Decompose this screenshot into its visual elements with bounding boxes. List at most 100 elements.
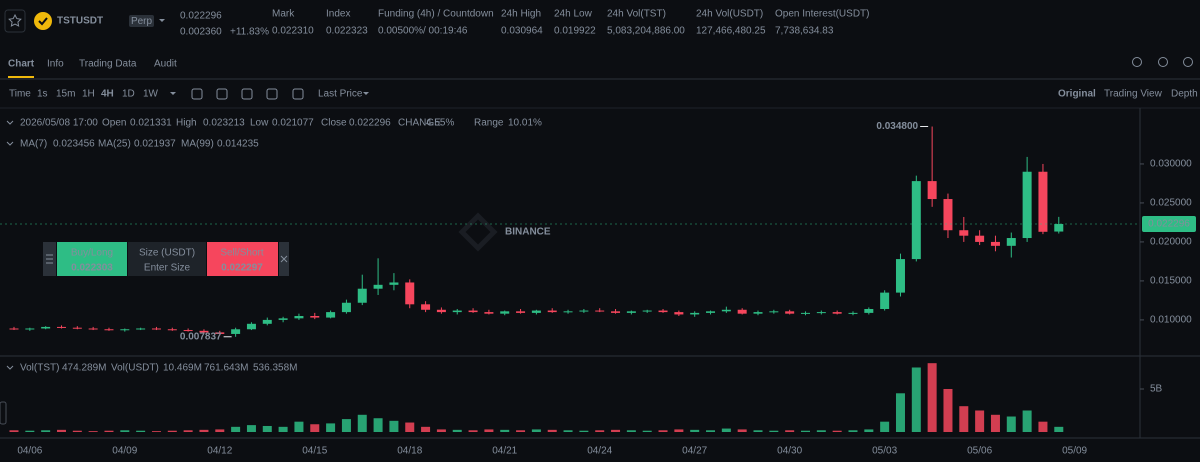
candle-body: [642, 310, 652, 312]
volume-bar: [674, 429, 684, 432]
sell-button[interactable]: [207, 242, 278, 276]
dropdown-caret[interactable]: [363, 92, 369, 95]
view-option[interactable]: Depth: [1171, 89, 1198, 100]
vol-value: 10.469M: [163, 363, 202, 374]
candle-body: [405, 282, 415, 305]
volume-bar: [25, 430, 35, 432]
tool-icon[interactable]: [216, 88, 228, 100]
candle-body: [421, 304, 431, 310]
candle-body: [151, 328, 161, 330]
volume-bar: [436, 429, 446, 432]
tool-icon[interactable]: [292, 88, 304, 100]
tab[interactable]: Trading Data: [79, 59, 137, 70]
volume-bar: [373, 418, 383, 432]
candle-body: [262, 319, 272, 324]
tab[interactable]: Chart: [8, 59, 35, 70]
interval: Time: [9, 89, 31, 100]
size-input[interactable]: [128, 242, 206, 276]
volume-bar: [658, 430, 668, 432]
tool-icon[interactable]: [266, 88, 278, 100]
candle-body: [785, 311, 795, 314]
candle-body: [547, 310, 557, 313]
favorite-star-box[interactable]: [4, 9, 26, 33]
ohlc-value: 0.021331: [130, 118, 172, 129]
x-tick-label: 04/18: [397, 446, 422, 457]
ohlc-label: Close: [321, 118, 347, 129]
x-tick-label: 04/15: [302, 446, 327, 457]
volume-bar: [452, 429, 462, 432]
size-placeholder: Enter Size: [144, 263, 191, 274]
interval[interactable]: 4H: [101, 89, 114, 100]
candle-body: [231, 329, 241, 334]
size-label: Size (USDT): [139, 248, 195, 259]
candle-body: [595, 310, 605, 312]
candle-body: [880, 292, 890, 309]
tab[interactable]: Audit: [154, 59, 177, 70]
volume-bar: [690, 429, 700, 432]
interval[interactable]: 15m: [56, 89, 75, 100]
panel-icon[interactable]: [1183, 57, 1193, 67]
volume-bar: [769, 430, 779, 432]
symbol[interactable]: TSTUSDT: [57, 16, 103, 27]
dropdown-caret[interactable]: [159, 19, 165, 22]
dropdown-caret[interactable]: [170, 92, 176, 95]
candle-body: [690, 312, 700, 315]
volume-bar: [626, 430, 636, 432]
volume-bar: [120, 430, 130, 432]
ma-value: 0.021937: [134, 139, 176, 150]
price-type[interactable]: Last Price: [318, 89, 363, 100]
interval[interactable]: 1s: [37, 89, 48, 100]
volume-bar: [832, 430, 842, 432]
ma-label: MA(7): [20, 139, 47, 150]
candle-body: [516, 311, 526, 313]
y-tick-label: 0.010000: [1150, 315, 1192, 326]
interval[interactable]: 1W: [143, 89, 159, 100]
candle-body: [167, 329, 177, 331]
collapse-chevron[interactable]: [6, 141, 14, 146]
ma-value: 0.023456: [53, 139, 95, 150]
ohlc-label: Low: [250, 118, 269, 129]
volume-bar: [927, 363, 937, 432]
volume-bar: [943, 388, 953, 432]
collapse-chevron[interactable]: [6, 120, 14, 125]
price-change-pct: +11.83%: [230, 27, 269, 38]
vol-value: 474.289M: [62, 363, 106, 374]
tool-icon[interactable]: [241, 88, 253, 100]
vol-value: 536.358M: [253, 363, 297, 374]
ma-label: MA(25): [98, 139, 131, 150]
tool-icon[interactable]: [191, 88, 203, 100]
ma-label: MA(99): [181, 139, 214, 150]
panel-icon[interactable]: [1132, 57, 1142, 67]
volume-bar: [595, 430, 605, 432]
candle-body: [801, 312, 810, 314]
candle-body: [25, 328, 35, 330]
stat-value: 5,083,204,886.00: [607, 26, 685, 37]
favorite-star[interactable]: [8, 13, 22, 27]
candle-body: [611, 311, 621, 313]
watermark: BINANCE: [505, 227, 551, 238]
interval[interactable]: 1D: [122, 89, 135, 100]
ohlc-value: 0.023213: [203, 118, 245, 129]
volume-bar: [468, 430, 478, 432]
view-option[interactable]: Original: [1058, 89, 1096, 100]
stat-label: 24h Vol(TST): [607, 9, 666, 20]
last-price: 0.022296: [180, 11, 222, 22]
collapse-chevron[interactable]: [6, 365, 14, 370]
buy-price: 0.022303: [71, 263, 113, 274]
last-price-tag-text: 0.022296: [1148, 219, 1190, 230]
interval[interactable]: 1H: [82, 89, 95, 100]
panel-icon[interactable]: [1158, 57, 1168, 67]
candle-body: [737, 309, 747, 314]
ma-value: 0.014235: [217, 139, 259, 150]
ohlc-value: 0.022296: [349, 118, 391, 129]
candle-body: [769, 311, 779, 313]
volume-bar: [864, 429, 874, 432]
candle-body: [56, 326, 66, 328]
view-option[interactable]: Trading View: [1104, 89, 1163, 100]
scroll-handle[interactable]: [0, 401, 7, 425]
tab[interactable]: Info: [47, 59, 64, 70]
candle-body: [215, 332, 225, 334]
buy-button[interactable]: [57, 242, 127, 276]
volume-bar: [880, 421, 890, 432]
